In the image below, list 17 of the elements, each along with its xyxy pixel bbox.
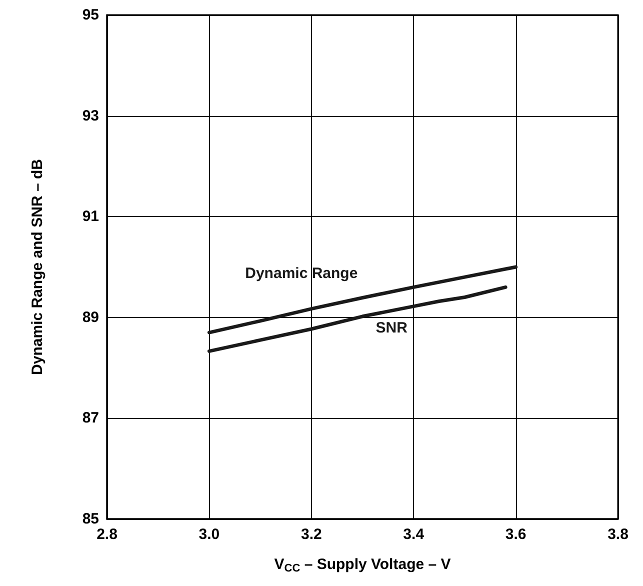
x-tick-label: 3.8 xyxy=(608,526,628,543)
y-tick-label: 91 xyxy=(82,208,99,226)
y-tick-label: 93 xyxy=(82,107,99,124)
x-tick-label: 3.6 xyxy=(505,526,526,543)
y-tick-label: 89 xyxy=(82,308,99,326)
x-tick-label: 3.0 xyxy=(198,526,220,543)
y-tick-label: 85 xyxy=(82,510,99,528)
line-series xyxy=(207,265,518,334)
x-tick-label: 3.2 xyxy=(300,526,322,543)
x-tick-label: 3.4 xyxy=(403,526,425,543)
line-series xyxy=(207,285,508,353)
series-label: SNR xyxy=(376,319,408,336)
x-tick-label: 2.8 xyxy=(96,526,118,543)
y-tick-label: 95 xyxy=(82,6,99,24)
y-tick-label: 87 xyxy=(82,410,99,427)
series-label: Dynamic Range xyxy=(245,264,358,282)
y-axis-title: Dynamic Range and SNR – dB xyxy=(29,158,46,375)
